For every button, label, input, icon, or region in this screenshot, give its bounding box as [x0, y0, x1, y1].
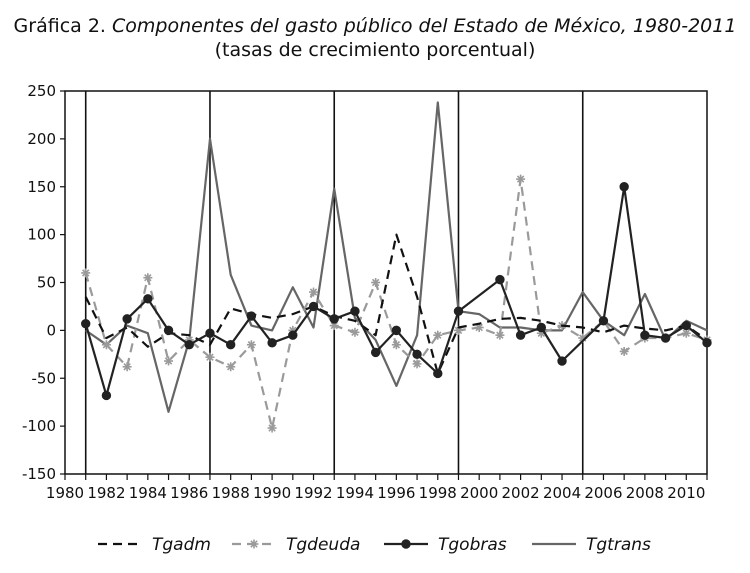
data-point-tgdeuda: [412, 359, 422, 369]
legend-marker-tgobras: [401, 539, 411, 549]
data-point-tgdeuda: [81, 268, 91, 278]
legend-marker-tgdeuda: [249, 539, 259, 549]
data-point-tgdeuda: [495, 330, 505, 340]
data-point-tgdeuda: [143, 273, 153, 283]
data-point-tgobras: [288, 330, 298, 340]
data-point-tgdeuda: [226, 362, 236, 372]
chart-subtitle: (tasas de crecimiento porcentual): [214, 39, 536, 61]
legend-label-tgdeuda: Tgdeuda: [286, 535, 360, 555]
y-tick-label: 150: [27, 178, 56, 196]
x-tick-label: 1998: [419, 484, 457, 502]
series-line-tgdeuda: [84, 178, 708, 430]
x-tick-label: 2004: [543, 484, 581, 502]
data-point-tgobras: [122, 314, 132, 324]
data-point-tgobras: [412, 349, 422, 360]
data-point-tgobras: [329, 314, 339, 324]
data-point-tgobras: [205, 328, 215, 338]
y-tick-label: -100: [22, 417, 56, 435]
data-point-tgdeuda: [619, 346, 629, 356]
x-tick-label: 1980: [46, 484, 84, 502]
data-point-tgobras: [143, 294, 153, 304]
x-tick-label: 2006: [584, 484, 622, 502]
data-point-tgdeuda: [391, 340, 401, 350]
data-point-tgdeuda: [205, 352, 215, 362]
data-point-tgobras: [495, 274, 505, 285]
data-point-tgobras: [660, 333, 671, 343]
title-main: Componentes del gasto público del Estado…: [112, 15, 737, 37]
x-tick-label: 1986: [170, 484, 208, 502]
data-point-tgobras: [370, 347, 381, 358]
y-tick-label: 0: [46, 321, 56, 339]
plot-frame: [64, 90, 708, 475]
data-point-tgdeuda: [164, 356, 174, 366]
data-point-tgdeuda: [453, 325, 463, 335]
x-tick-label: 2000: [460, 484, 498, 502]
y-tick-label: -50: [32, 369, 57, 387]
data-point-tgobras: [598, 316, 609, 326]
data-point-tgobras: [184, 340, 194, 350]
x-tick-label: 1984: [129, 484, 167, 502]
x-tick-label: 1992: [294, 484, 332, 502]
y-tick-label: 200: [27, 130, 56, 148]
data-point-tgobras: [702, 338, 712, 348]
data-point-tgobras: [640, 330, 650, 340]
data-point-tgobras: [453, 306, 464, 316]
title-prefix: Gráfica 2.: [13, 15, 112, 37]
y-tick-label: 50: [37, 274, 56, 292]
legend-label-tgobras: Tgobras: [438, 535, 507, 555]
chart-title-line: Gráfica 2. Componentes del gasto público…: [0, 14, 750, 38]
data-point-tgdeuda: [246, 340, 256, 350]
chart-title: Gráfica 2. Componentes del gasto público…: [0, 14, 750, 62]
x-tick-label: 1994: [336, 484, 374, 502]
data-point-tgobras: [681, 320, 691, 331]
data-point-tgobras: [557, 356, 567, 366]
x-tick-label: 2010: [667, 484, 705, 502]
data-point-tgobras: [101, 390, 112, 401]
data-point-tgobras: [225, 340, 236, 350]
x-tick-label: 2008: [626, 484, 664, 502]
data-point-tgdeuda: [267, 423, 277, 433]
y-tick-label: 100: [27, 226, 56, 244]
y-tick-label: 250: [27, 82, 56, 100]
data-point-tgdeuda: [122, 362, 132, 372]
data-point-tgdeuda: [433, 330, 443, 340]
series-line-tgobras: [84, 185, 708, 397]
data-point-tgobras: [350, 306, 360, 316]
legend-label-tgtrans: Tgtrans: [586, 535, 651, 555]
data-point-tgobras: [246, 311, 257, 321]
legend-label-tgadm: Tgadm: [152, 535, 211, 555]
data-point-tgdeuda: [350, 327, 360, 337]
data-point-tgobras: [308, 301, 319, 312]
data-point-tgdeuda: [309, 287, 319, 297]
data-point-tgobras: [81, 318, 91, 329]
x-tick-label: 1988: [212, 484, 250, 502]
x-tick-label: 1990: [253, 484, 291, 502]
data-point-tgobras: [163, 325, 174, 336]
data-point-tgobras: [515, 330, 526, 340]
data-point-tgobras: [433, 368, 443, 379]
x-tick-label: 1982: [87, 484, 125, 502]
y-tick-label: -150: [22, 465, 56, 483]
data-point-tgobras: [267, 338, 277, 348]
data-point-tgobras: [536, 322, 547, 333]
series-line-tgadm: [84, 233, 708, 375]
data-point-tgdeuda: [371, 278, 381, 287]
data-point-tgdeuda: [101, 340, 111, 350]
data-point-tgobras: [391, 325, 402, 336]
x-tick-label: 1996: [377, 484, 415, 502]
data-point-tgdeuda: [516, 174, 526, 184]
x-tick-label: 2002: [502, 484, 540, 502]
data-point-tgobras: [619, 182, 629, 192]
